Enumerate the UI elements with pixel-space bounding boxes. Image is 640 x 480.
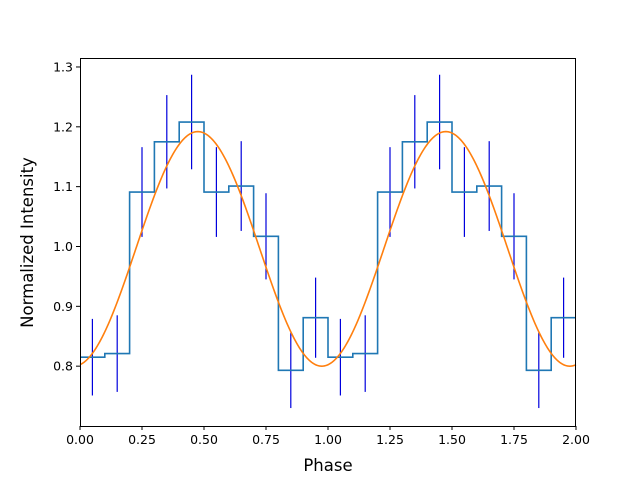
- x-tick-label: 1.75: [500, 432, 528, 447]
- y-axis-label: Normalized Intensity: [18, 157, 37, 328]
- y-tick-label: 1.3: [53, 59, 73, 74]
- plot-frame: [80, 58, 576, 427]
- y-tick-label: 1.1: [53, 179, 73, 194]
- histogram-series: [80, 121, 576, 372]
- sinusoid-fit-line: [79, 130, 577, 367]
- x-tick-label: 0.50: [190, 432, 218, 447]
- x-tick-label: 1.00: [314, 432, 342, 447]
- x-tick-label: 1.50: [438, 432, 466, 447]
- x-axis-ticks: 0.00 0.25 0.50 0.75 1.00 1.25 1.50 1.75 2.00: [66, 426, 590, 447]
- y-tick-label: 1.2: [53, 119, 73, 134]
- x-axis-label: Phase: [303, 456, 352, 475]
- y-tick-label: 0.9: [53, 299, 73, 314]
- plot-marks: [79, 74, 577, 409]
- x-tick-label: 2.00: [562, 432, 590, 447]
- y-tick-label: 0.8: [53, 359, 73, 374]
- x-tick-label: 0.75: [252, 432, 280, 447]
- x-tick-label: 1.25: [376, 432, 404, 447]
- y-axis-ticks: 0.8 0.9 1.0 1.1 1.2 1.3: [53, 59, 80, 374]
- x-tick-label: 0.00: [66, 432, 94, 447]
- y-tick-label: 1.0: [53, 239, 73, 254]
- x-tick-label: 0.25: [128, 432, 156, 447]
